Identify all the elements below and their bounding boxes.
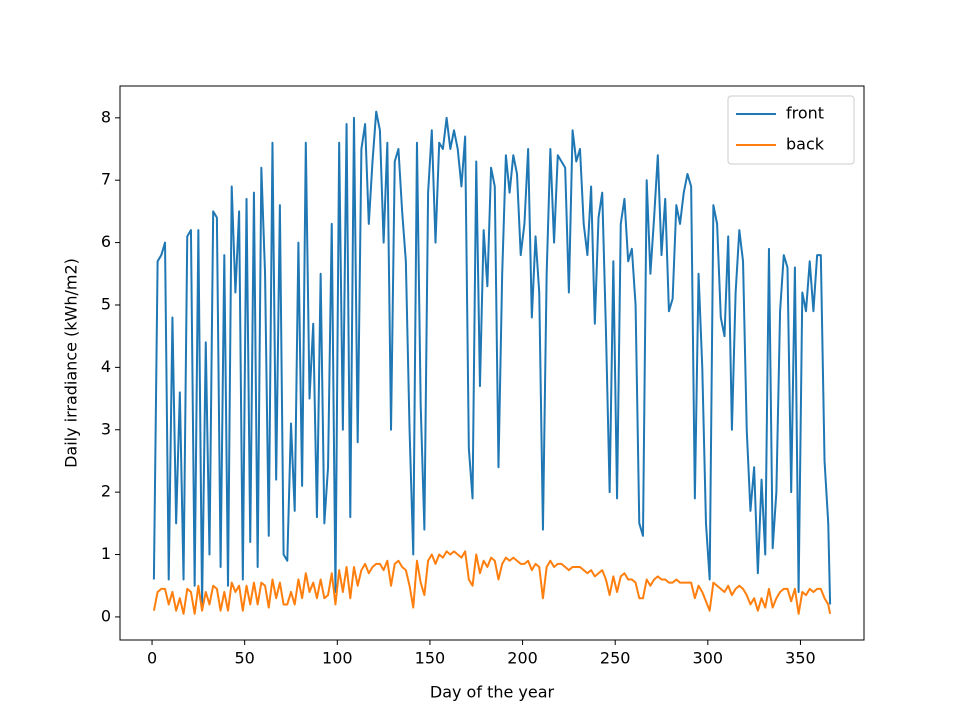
x-tick-label: 150 — [415, 649, 446, 668]
legend: front back — [727, 95, 855, 165]
x-tick-label: 100 — [322, 649, 353, 668]
y-axis-label: Daily irradiance (kWh/m2) — [62, 258, 81, 468]
y-tick-label: 5 — [101, 294, 111, 313]
y-tick-label: 1 — [101, 544, 111, 563]
x-tick-label: 50 — [234, 649, 254, 668]
x-tick-label: 200 — [507, 649, 538, 668]
x-axis-label: Day of the year — [430, 683, 555, 702]
y-tick-label: 4 — [101, 357, 111, 376]
line-series — [152, 550, 832, 615]
y-tick-label: 7 — [101, 170, 111, 189]
line-series — [152, 110, 832, 606]
plot-frame — [119, 85, 865, 641]
legend-label: back — [786, 135, 825, 154]
x-tick-label: 0 — [147, 649, 157, 668]
legend-label: front — [786, 104, 824, 123]
y-tick-label: 3 — [101, 419, 111, 438]
x-tick-label: 300 — [693, 649, 724, 668]
y-tick-label: 8 — [101, 107, 111, 126]
y-tick-label: 0 — [101, 606, 111, 625]
y-tick-label: 2 — [101, 482, 111, 501]
x-tick-label: 350 — [785, 649, 816, 668]
x-tick-label: 250 — [600, 649, 631, 668]
y-tick-label: 6 — [101, 232, 111, 251]
